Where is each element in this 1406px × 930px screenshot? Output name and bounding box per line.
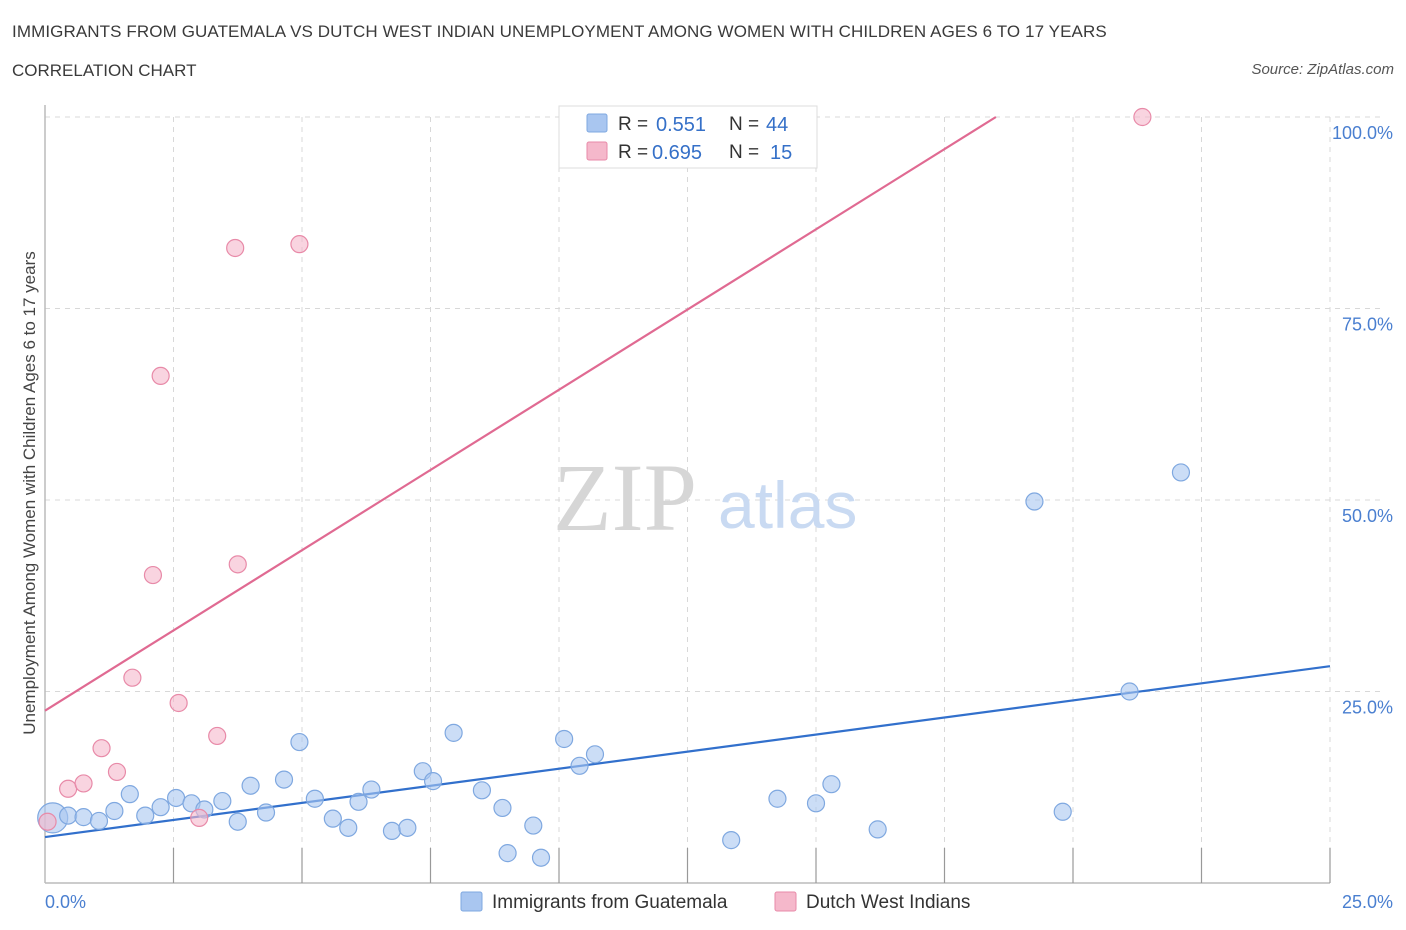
series-legend-swatch-guatemala [460, 891, 483, 912]
data-point-guatemala [868, 820, 887, 839]
legend-swatch-pink [586, 141, 608, 161]
legend-r-label-1: R = [618, 114, 648, 135]
legend-n-label-2: N = [729, 142, 759, 163]
data-point-dutch-west-indians [228, 555, 247, 574]
data-point-dutch-west-indians [38, 812, 57, 831]
data-point-guatemala [398, 818, 417, 837]
data-point-dutch-west-indians [169, 693, 188, 713]
data-point-guatemala [822, 775, 841, 794]
grid-lines [45, 116, 1385, 883]
data-point-guatemala [806, 794, 826, 813]
data-point-guatemala [256, 803, 276, 822]
source-credit: Source: ZipAtlas.com [1251, 61, 1394, 78]
data-point-guatemala [1120, 682, 1139, 701]
data-point-guatemala [136, 806, 155, 825]
data-point-guatemala [423, 772, 443, 791]
data-point-guatemala [585, 745, 605, 764]
data-point-guatemala [1025, 492, 1044, 511]
data-point-guatemala [531, 848, 551, 867]
chart-subtitle: CORRELATION CHART [12, 61, 197, 80]
data-point-guatemala [493, 798, 512, 818]
data-point-guatemala [74, 808, 93, 827]
legend-r-label-2: R = [618, 142, 648, 163]
data-point-dutch-west-indians [190, 808, 209, 827]
legend-r-value-1: 0.551 [656, 114, 706, 136]
y-tick-label: 75.0% [1342, 315, 1393, 335]
data-point-guatemala [151, 798, 170, 817]
data-point-guatemala [339, 818, 358, 837]
data-point-guatemala [274, 770, 294, 789]
watermark-atlas: atlas [718, 468, 857, 542]
data-point-guatemala [120, 785, 139, 804]
data-point-guatemala [570, 756, 589, 775]
legend-n-value-2: 15 [770, 142, 792, 164]
data-point-guatemala [305, 789, 324, 808]
data-point-dutch-west-indians [151, 366, 170, 386]
data-point-guatemala [290, 732, 309, 752]
data-points [37, 107, 1191, 867]
data-point-guatemala [524, 816, 543, 835]
data-point-guatemala [1053, 802, 1072, 821]
data-point-guatemala [105, 801, 124, 821]
data-point-guatemala [89, 811, 109, 831]
axes [44, 105, 1331, 884]
x-tick-label: 0.0% [45, 892, 86, 912]
data-point-guatemala [1171, 463, 1191, 482]
data-point-dutch-west-indians [1133, 107, 1152, 127]
data-point-guatemala [228, 812, 247, 831]
data-point-guatemala [362, 780, 381, 799]
data-point-guatemala [555, 729, 574, 749]
legend-r-value-2: 0.695 [652, 142, 702, 164]
data-point-dutch-west-indians [290, 235, 309, 254]
data-point-dutch-west-indians [226, 238, 245, 258]
y-axis-label: Unemployment Among Women with Children A… [20, 251, 39, 735]
x-tick-label: 25.0% [1342, 892, 1393, 912]
data-point-guatemala [498, 844, 517, 863]
legend-swatch-blue [586, 113, 608, 133]
tick-labels: 25.0% 50.0% 75.0% 100.0% 0.0% 25.0% [45, 123, 1393, 912]
legend-n-label-1: N = [729, 114, 759, 135]
data-point-dutch-west-indians [59, 779, 78, 798]
watermark-zip: ZIP [553, 444, 697, 551]
chart-title: IMMIGRANTS FROM GUATEMALA VS DUTCH WEST … [12, 22, 1107, 41]
data-point-guatemala [241, 776, 260, 795]
data-point-guatemala [59, 806, 78, 825]
data-point-dutch-west-indians [123, 668, 142, 687]
data-point-guatemala [382, 821, 402, 841]
data-point-guatemala [444, 723, 463, 742]
legend-n-value-1: 44 [766, 114, 788, 136]
y-tick-label: 50.0% [1342, 506, 1393, 526]
data-point-guatemala [349, 792, 368, 811]
data-point-guatemala [213, 791, 232, 811]
data-point-guatemala [472, 781, 491, 800]
data-point-guatemala [166, 788, 186, 808]
series-legend-label-guatemala: Immigrants from Guatemala [492, 892, 728, 913]
data-point-dutch-west-indians [143, 565, 163, 585]
data-point-dutch-west-indians [74, 774, 93, 793]
trendline-dutch-west-indians [44, 116, 997, 712]
data-point-guatemala [323, 809, 342, 828]
data-point-guatemala [768, 789, 787, 808]
y-tick-label: 25.0% [1342, 698, 1393, 718]
data-point-guatemala [722, 831, 741, 850]
series-legend-swatch-dutch-west-indians [774, 891, 797, 912]
data-point-dutch-west-indians [92, 739, 111, 758]
data-point-dutch-west-indians [208, 726, 227, 746]
y-tick-label: 100.0% [1332, 123, 1393, 143]
series-legend: Immigrants from Guatemala Dutch West Ind… [460, 891, 970, 913]
stats-legend: R = 0.551 N = 44 R = 0.695 N = 15 [558, 105, 818, 169]
data-point-dutch-west-indians [107, 762, 127, 782]
watermark: ZIP atlas [553, 444, 857, 551]
series-legend-label-dutch-west-indians: Dutch West Indians [806, 892, 970, 913]
